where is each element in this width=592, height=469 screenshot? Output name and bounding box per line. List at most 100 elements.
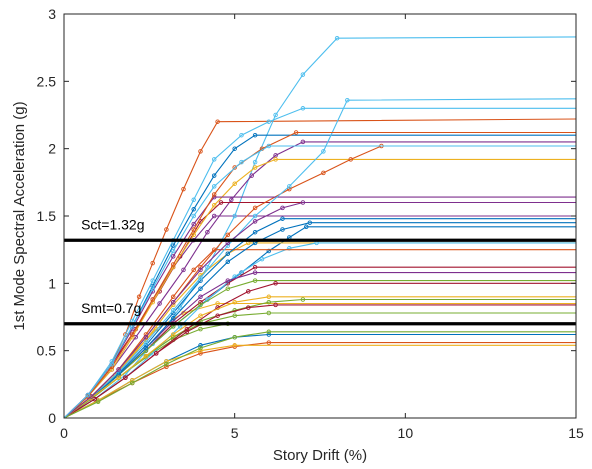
data-point bbox=[198, 313, 203, 318]
data-point bbox=[123, 332, 128, 337]
data-point bbox=[252, 159, 258, 165]
y-tick-label: 0.5 bbox=[37, 343, 57, 359]
data-point bbox=[252, 213, 258, 219]
data-point bbox=[109, 361, 115, 367]
data-point bbox=[150, 341, 155, 347]
series-20 bbox=[63, 106, 576, 419]
data-point bbox=[225, 286, 231, 291]
axis-ticks bbox=[63, 13, 577, 419]
data-point bbox=[170, 308, 176, 313]
series-line bbox=[63, 298, 576, 419]
data-point bbox=[211, 173, 217, 178]
data-point bbox=[164, 361, 169, 367]
data-point bbox=[136, 294, 142, 300]
series-line bbox=[63, 215, 576, 419]
data-point bbox=[198, 267, 203, 273]
data-point bbox=[191, 232, 196, 238]
data-point bbox=[205, 229, 210, 235]
data-point bbox=[198, 294, 203, 300]
series-34 bbox=[63, 143, 576, 419]
data-point bbox=[345, 97, 350, 103]
data-point bbox=[191, 221, 196, 227]
data-point bbox=[123, 375, 128, 380]
x-tick-label: 0 bbox=[60, 425, 68, 441]
data-point bbox=[198, 351, 203, 356]
data-point bbox=[252, 264, 258, 270]
data-point bbox=[198, 343, 203, 348]
data-point bbox=[239, 270, 244, 275]
data-point bbox=[252, 219, 258, 224]
data-point bbox=[232, 165, 237, 170]
data-point bbox=[170, 254, 176, 259]
tick-labels: 0 5 10 15 0 0.5 1 1.5 2 2.5 3 bbox=[37, 6, 584, 441]
data-point bbox=[232, 334, 237, 340]
x-tick-label: 5 bbox=[231, 425, 239, 441]
data-point bbox=[143, 348, 149, 353]
data-point bbox=[273, 157, 278, 162]
series-4 bbox=[63, 213, 576, 419]
data-point bbox=[116, 367, 121, 372]
data-point bbox=[266, 143, 272, 149]
series-layer bbox=[63, 35, 577, 419]
data-point bbox=[246, 305, 251, 310]
data-point bbox=[300, 200, 306, 205]
series-line bbox=[63, 218, 576, 419]
data-point bbox=[215, 313, 220, 318]
series-line bbox=[63, 141, 576, 419]
series-line bbox=[63, 312, 576, 419]
data-point bbox=[170, 316, 176, 321]
data-point bbox=[252, 132, 258, 138]
series-33 bbox=[63, 329, 576, 419]
data-point bbox=[170, 243, 176, 248]
y-tick-label: 1.5 bbox=[37, 208, 57, 224]
series-11 bbox=[63, 139, 576, 419]
data-point bbox=[321, 170, 326, 176]
data-point bbox=[143, 340, 149, 345]
series-line bbox=[63, 344, 576, 419]
data-point bbox=[95, 399, 101, 405]
data-point bbox=[215, 301, 220, 306]
series-28 bbox=[63, 302, 576, 419]
series-line bbox=[63, 158, 576, 419]
annotation-label: Sct=1.32g bbox=[81, 216, 144, 232]
data-point bbox=[300, 72, 306, 77]
data-point bbox=[116, 369, 121, 375]
data-point bbox=[191, 207, 196, 212]
data-point bbox=[232, 343, 237, 348]
series-line bbox=[63, 304, 576, 419]
data-point bbox=[321, 149, 326, 154]
data-point bbox=[252, 205, 258, 211]
series-line bbox=[63, 342, 576, 419]
data-point bbox=[170, 299, 176, 305]
data-point bbox=[266, 310, 272, 316]
data-point bbox=[280, 216, 285, 221]
data-point bbox=[252, 270, 258, 275]
series-line bbox=[63, 249, 576, 419]
data-point bbox=[348, 157, 353, 162]
data-point bbox=[266, 329, 272, 335]
data-point bbox=[184, 326, 190, 332]
data-point bbox=[225, 259, 231, 265]
data-point bbox=[170, 248, 176, 254]
y-tick-label: 1 bbox=[48, 275, 56, 291]
series-2 bbox=[63, 118, 577, 419]
data-point bbox=[170, 334, 176, 340]
series-line bbox=[63, 118, 577, 419]
data-point bbox=[300, 139, 306, 145]
series-line bbox=[63, 296, 576, 419]
data-point bbox=[232, 181, 237, 186]
x-tick-label: 10 bbox=[398, 425, 414, 441]
data-point bbox=[218, 200, 224, 205]
data-point bbox=[170, 294, 176, 300]
y-tick-label: 2 bbox=[48, 141, 56, 157]
data-point bbox=[150, 260, 155, 266]
data-point bbox=[266, 119, 272, 124]
series-30 bbox=[63, 130, 576, 419]
data-point bbox=[252, 229, 258, 235]
data-point bbox=[334, 35, 340, 41]
data-point bbox=[239, 159, 244, 165]
series-line bbox=[63, 333, 576, 419]
series-29 bbox=[63, 220, 576, 419]
data-point bbox=[130, 380, 135, 386]
